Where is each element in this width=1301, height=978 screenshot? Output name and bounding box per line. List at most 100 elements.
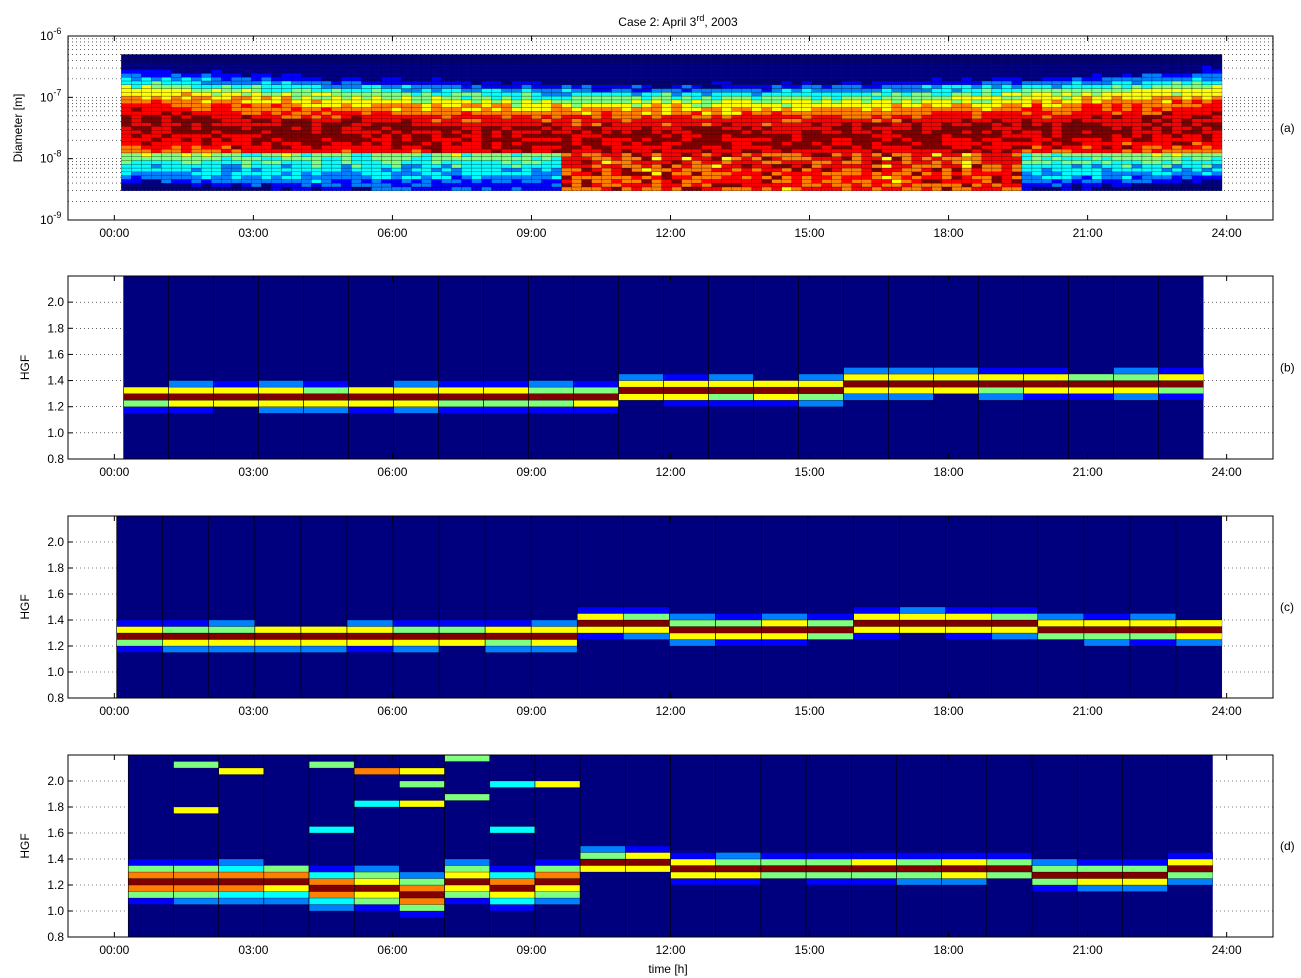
cell bbox=[391, 137, 402, 142]
cell bbox=[321, 76, 332, 82]
cell bbox=[301, 118, 312, 123]
cell bbox=[231, 148, 242, 154]
cell bbox=[531, 122, 542, 127]
cell bbox=[681, 65, 692, 70]
cell bbox=[573, 380, 619, 388]
cell bbox=[1141, 58, 1153, 63]
cell bbox=[541, 92, 552, 97]
cell bbox=[351, 167, 362, 173]
cell bbox=[591, 156, 602, 161]
cell bbox=[1131, 186, 1143, 191]
cell bbox=[361, 99, 372, 104]
cell bbox=[311, 92, 322, 97]
cell bbox=[231, 69, 242, 74]
cell bbox=[531, 148, 542, 154]
cell bbox=[353, 800, 400, 808]
cell bbox=[721, 58, 732, 63]
cell bbox=[491, 167, 502, 173]
cell bbox=[1121, 145, 1133, 150]
cell bbox=[941, 107, 953, 112]
cell bbox=[1076, 858, 1123, 866]
cell bbox=[341, 118, 352, 123]
cell bbox=[1121, 95, 1133, 101]
cell bbox=[1111, 76, 1123, 82]
cell bbox=[1151, 76, 1163, 82]
cell bbox=[392, 645, 440, 653]
cell bbox=[441, 69, 452, 74]
cell bbox=[221, 122, 232, 127]
cell bbox=[901, 65, 913, 70]
cell bbox=[941, 73, 953, 78]
x-axis: 00:00 03:00 06:00 09:00 12:00 15:00 18:00 21:00… bbox=[99, 36, 1242, 240]
cell bbox=[501, 145, 512, 150]
cell bbox=[511, 54, 522, 59]
cell bbox=[461, 114, 472, 120]
cell bbox=[1131, 65, 1143, 70]
cell bbox=[181, 61, 192, 67]
cell bbox=[751, 65, 762, 70]
cell bbox=[151, 122, 162, 127]
cell bbox=[346, 619, 394, 627]
cell bbox=[731, 186, 742, 191]
cell bbox=[623, 606, 670, 614]
cell bbox=[201, 126, 212, 131]
cell bbox=[1121, 129, 1133, 135]
cell bbox=[461, 160, 472, 165]
cell bbox=[631, 129, 642, 135]
cell bbox=[651, 80, 662, 85]
y-axis: 0.81.01.21.41.61.82.0 bbox=[47, 295, 73, 466]
cell bbox=[1037, 613, 1085, 621]
cell bbox=[1051, 84, 1063, 89]
cell bbox=[151, 145, 162, 150]
cell bbox=[351, 179, 362, 184]
cell bbox=[391, 167, 402, 173]
cell bbox=[171, 69, 182, 74]
cell bbox=[361, 76, 372, 82]
cell bbox=[931, 103, 943, 108]
x-tick-label: 21:00 bbox=[1073, 943, 1103, 957]
cell bbox=[431, 126, 442, 131]
cell bbox=[821, 103, 832, 108]
cell bbox=[753, 380, 799, 388]
cell bbox=[931, 167, 943, 173]
cell bbox=[761, 107, 772, 112]
cell bbox=[841, 103, 852, 108]
cell bbox=[241, 88, 252, 93]
cell bbox=[351, 145, 362, 150]
cell bbox=[641, 76, 652, 82]
cell bbox=[641, 69, 652, 74]
cell bbox=[301, 129, 312, 135]
cell bbox=[121, 156, 132, 161]
cell bbox=[571, 167, 582, 173]
cell bbox=[231, 167, 242, 173]
cell bbox=[301, 114, 312, 120]
cell bbox=[341, 137, 352, 142]
cell bbox=[1041, 76, 1053, 82]
cell bbox=[251, 80, 262, 85]
cell bbox=[381, 80, 392, 85]
x-tick-label: 18:00 bbox=[934, 226, 964, 240]
cell bbox=[471, 118, 482, 123]
cell bbox=[1131, 167, 1143, 173]
cell bbox=[591, 186, 602, 191]
cell bbox=[901, 95, 913, 101]
cell bbox=[978, 367, 1024, 375]
cell bbox=[701, 179, 712, 184]
cell bbox=[991, 137, 1003, 142]
cell bbox=[1071, 141, 1083, 146]
cell bbox=[1171, 171, 1183, 176]
cell bbox=[1011, 95, 1023, 101]
cell bbox=[681, 167, 692, 173]
cell bbox=[1211, 164, 1223, 169]
cell bbox=[308, 878, 355, 886]
cell bbox=[461, 73, 472, 78]
cell bbox=[881, 152, 893, 157]
cell bbox=[168, 380, 214, 388]
cell bbox=[1041, 167, 1053, 173]
cell bbox=[991, 122, 1003, 127]
cell bbox=[791, 92, 802, 97]
cell bbox=[931, 182, 943, 188]
cell bbox=[771, 118, 782, 123]
cell bbox=[171, 179, 182, 184]
cell bbox=[261, 58, 272, 63]
